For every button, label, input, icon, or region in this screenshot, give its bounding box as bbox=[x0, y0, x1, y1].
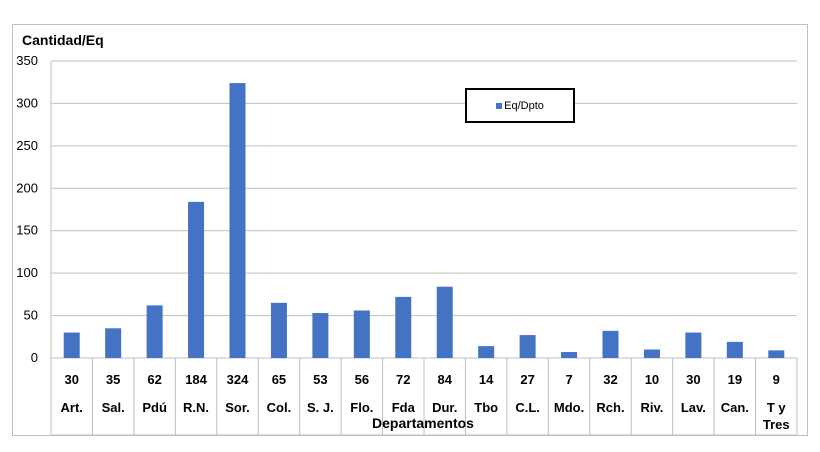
data-value-label: 35 bbox=[106, 372, 120, 387]
data-value-label: 56 bbox=[355, 372, 369, 387]
bar-7 bbox=[353, 310, 370, 358]
category-label: Tbo bbox=[474, 400, 498, 415]
category-label: Rch. bbox=[596, 400, 624, 415]
bar-15 bbox=[685, 332, 702, 358]
bar-5 bbox=[270, 302, 287, 358]
bar-1 bbox=[105, 328, 122, 358]
category-label: Art. bbox=[61, 400, 83, 415]
data-value-label: 62 bbox=[147, 372, 161, 387]
bar-8 bbox=[395, 296, 412, 358]
category-label: Sor. bbox=[225, 400, 250, 415]
bar-13 bbox=[602, 330, 619, 358]
data-value-label: 10 bbox=[645, 372, 659, 387]
bar-14 bbox=[643, 349, 660, 358]
legend: Eq/Dpto bbox=[465, 88, 575, 123]
category-label: R.N. bbox=[183, 400, 209, 415]
bar-12 bbox=[561, 352, 578, 358]
bar-4 bbox=[229, 83, 246, 358]
data-value-label: 19 bbox=[728, 372, 742, 387]
y-tick-label: 200 bbox=[16, 180, 38, 195]
bar-10 bbox=[478, 346, 495, 358]
bar-3 bbox=[188, 201, 205, 358]
data-value-label: 14 bbox=[479, 372, 494, 387]
x-axis-title: Departamentos bbox=[372, 415, 474, 431]
bar-17 bbox=[768, 350, 785, 358]
y-tick-label: 100 bbox=[16, 265, 38, 280]
data-value-label: 53 bbox=[313, 372, 327, 387]
data-value-label: 72 bbox=[396, 372, 410, 387]
category-label: Pdú bbox=[142, 400, 167, 415]
category-label: Fda bbox=[392, 400, 416, 415]
category-label: Dur. bbox=[432, 400, 457, 415]
bar-16 bbox=[726, 341, 743, 358]
y-tick-label: 300 bbox=[16, 95, 38, 110]
y-axis-title: Cantidad/Eq bbox=[22, 32, 104, 48]
category-label: Mdo. bbox=[554, 400, 584, 415]
data-value-label: 30 bbox=[64, 372, 78, 387]
data-value-label: 9 bbox=[773, 372, 780, 387]
data-value-label: 65 bbox=[272, 372, 286, 387]
data-value-label: 184 bbox=[185, 372, 207, 387]
data-value-label: 27 bbox=[520, 372, 534, 387]
bar-2 bbox=[146, 305, 163, 358]
category-label: Riv. bbox=[640, 400, 663, 415]
legend-label: Eq/Dpto bbox=[504, 99, 544, 112]
bar-9 bbox=[436, 286, 453, 358]
y-tick-label: 0 bbox=[31, 350, 38, 365]
category-label: T y Tres bbox=[763, 400, 790, 432]
y-tick-label: 350 bbox=[16, 53, 38, 68]
data-value-label: 324 bbox=[227, 372, 249, 387]
bar-0 bbox=[63, 332, 80, 358]
category-label: Sal. bbox=[102, 400, 125, 415]
data-value-label: 7 bbox=[565, 372, 572, 387]
y-tick-label: 50 bbox=[24, 308, 38, 323]
category-label: Flo. bbox=[350, 400, 373, 415]
data-value-label: 84 bbox=[437, 372, 452, 387]
category-label: Col. bbox=[267, 400, 292, 415]
category-label: S. J. bbox=[307, 400, 334, 415]
y-tick-label: 250 bbox=[16, 138, 38, 153]
data-value-label: 32 bbox=[603, 372, 617, 387]
bar-6 bbox=[312, 313, 329, 358]
data-value-label: 30 bbox=[686, 372, 700, 387]
category-label: Can. bbox=[721, 400, 749, 415]
category-label: Lav. bbox=[681, 400, 706, 415]
bar-11 bbox=[519, 335, 536, 358]
category-label: C.L. bbox=[515, 400, 540, 415]
y-tick-label: 150 bbox=[16, 223, 38, 238]
legend-swatch bbox=[496, 102, 503, 109]
